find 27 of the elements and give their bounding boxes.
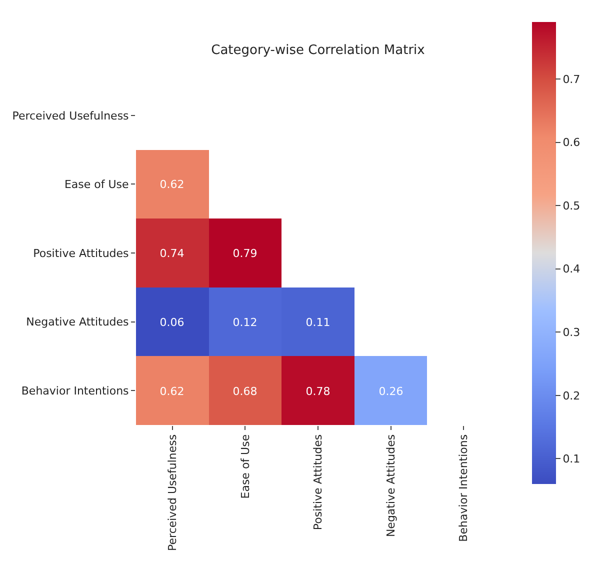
y-tick-label: Ease of Use — [64, 178, 130, 192]
x-tick-label: Ease of Use — [238, 434, 252, 499]
color-bar-label: 0.2 — [562, 389, 580, 402]
color-bar-label: 0.3 — [562, 326, 580, 339]
color-bar-label: 0.4 — [562, 262, 580, 276]
color-bar-label: 0.1 — [562, 452, 580, 466]
x-tick-label: Behavior Intentions — [457, 434, 470, 542]
color-bar-label: 0.7 — [562, 72, 580, 86]
y-tick-label: Behavior Intentions — [21, 384, 130, 398]
data-label: 0.62 — [160, 178, 184, 191]
data-label: 0.79 — [232, 246, 258, 260]
data-label: 0.26 — [378, 384, 404, 398]
y-tick-label: Positive Attitudes — [33, 246, 130, 260]
data-label: 0.74 — [160, 246, 184, 260]
y-tick-label: Perceived Usefulness — [12, 109, 130, 122]
data-label: 0.62 — [160, 384, 184, 398]
color-bar-label: 0.5 — [562, 199, 580, 212]
data-label: 0.78 — [306, 384, 330, 398]
data-label: 0.68 — [232, 384, 258, 398]
data-label: 0.11 — [306, 316, 330, 329]
data-label: 0.12 — [232, 316, 258, 329]
chart-title: Category-wise Correlation Matrix — [211, 43, 426, 58]
x-tick-label: Negative Attitudes — [384, 434, 398, 538]
y-tick-label: Negative Attitudes — [26, 316, 130, 329]
color-bar-label: 0.6 — [562, 136, 580, 150]
data-label: 0.06 — [160, 316, 184, 329]
x-tick-label: Positive Attitudes — [312, 434, 325, 530]
